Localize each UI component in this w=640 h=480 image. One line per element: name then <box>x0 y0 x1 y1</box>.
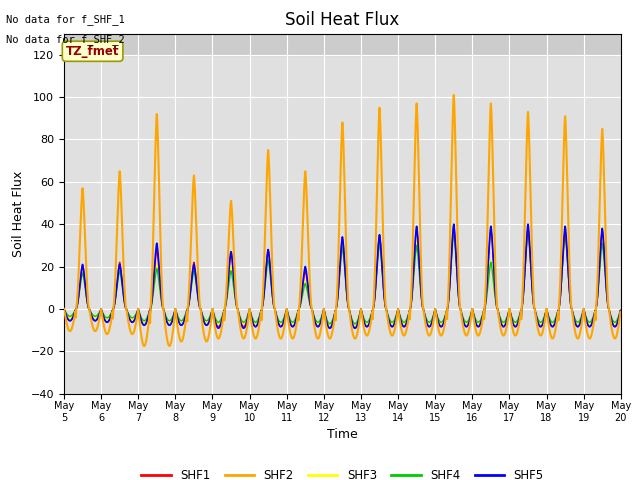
Y-axis label: Soil Heat Flux: Soil Heat Flux <box>12 170 25 257</box>
X-axis label: Time: Time <box>327 428 358 442</box>
Title: Soil Heat Flux: Soil Heat Flux <box>285 11 399 29</box>
Text: No data for f_SHF_1: No data for f_SHF_1 <box>6 14 125 25</box>
Legend: SHF1, SHF2, SHF3, SHF4, SHF5: SHF1, SHF2, SHF3, SHF4, SHF5 <box>136 464 548 480</box>
Text: No data for f_SHF_2: No data for f_SHF_2 <box>6 34 125 45</box>
Text: TZ_fmet: TZ_fmet <box>66 45 119 58</box>
Bar <box>64 34 621 55</box>
